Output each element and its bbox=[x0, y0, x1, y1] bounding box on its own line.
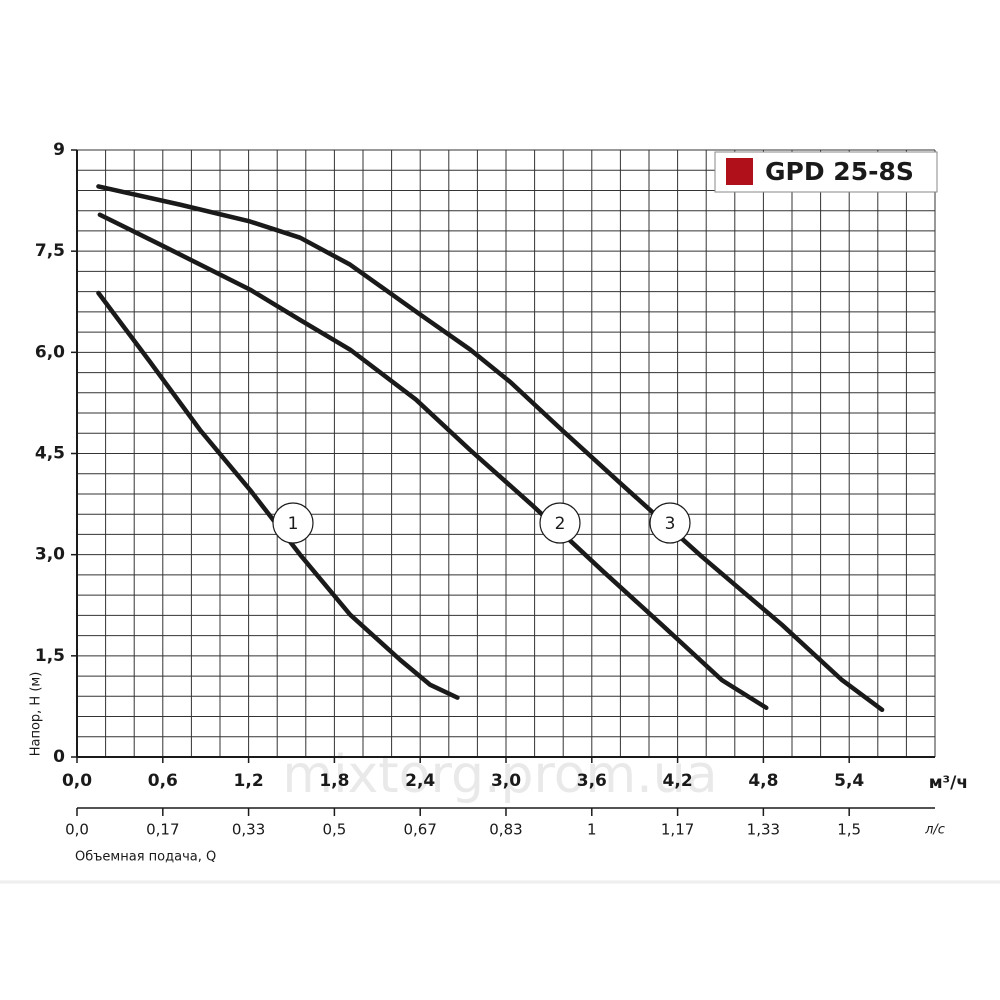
curve-label-circle bbox=[272, 502, 314, 544]
curve-label-circle bbox=[539, 502, 581, 544]
x2-tick-label: 0,0 bbox=[65, 821, 89, 839]
y-tick-label: 3,0 bbox=[35, 545, 65, 565]
y-axis-label: Напор, H (м) bbox=[29, 672, 44, 757]
x-tick-label: 5,4 bbox=[834, 771, 864, 791]
x-tick-label: 3,6 bbox=[577, 771, 607, 791]
x2-tick-label: 1,17 bbox=[661, 821, 694, 839]
y-tick-label: 0 bbox=[53, 747, 65, 767]
x2-unit: л/с bbox=[924, 823, 945, 838]
x-tick-label: 1,8 bbox=[319, 771, 349, 791]
x2-tick-label: 0,83 bbox=[489, 821, 522, 839]
pump-curve bbox=[97, 212, 769, 711]
legend-swatch bbox=[726, 158, 753, 185]
y-tick-label: 4,5 bbox=[35, 444, 65, 464]
y-tick-label: 6,0 bbox=[35, 342, 65, 362]
y-tick-label: 7,5 bbox=[35, 241, 65, 261]
x2-tick-label: 0,67 bbox=[404, 821, 437, 839]
curve-label-circle bbox=[649, 502, 691, 544]
pump-curve bbox=[96, 290, 460, 700]
x-tick-label: 1,2 bbox=[234, 771, 264, 791]
x-axis-label: Объемная подача, Q bbox=[75, 850, 216, 865]
x-unit: м³/ч bbox=[929, 773, 968, 793]
y-tick-label: 1,5 bbox=[35, 646, 65, 666]
curve-label: 1 bbox=[288, 514, 299, 534]
x2-tick-label: 0,5 bbox=[322, 821, 346, 839]
x2-tick-label: 0,17 bbox=[146, 821, 179, 839]
x2-tick-label: 0,33 bbox=[232, 821, 265, 839]
watermark: mixtorg.prom.ua bbox=[282, 745, 717, 805]
x2-tick-label: 1,5 bbox=[837, 821, 861, 839]
curve-label: 2 bbox=[555, 514, 566, 534]
x-tick-label: 4,2 bbox=[663, 771, 693, 791]
x-tick-label: 0,0 bbox=[62, 771, 92, 791]
x-tick-label: 3,0 bbox=[491, 771, 521, 791]
pump-curve bbox=[96, 184, 885, 713]
x-tick-label: 2,4 bbox=[405, 771, 435, 791]
x-tick-label: 4,8 bbox=[748, 771, 778, 791]
x2-tick-label: 1,33 bbox=[747, 821, 780, 839]
curve-label: 3 bbox=[665, 514, 676, 534]
y-tick-label: 9 bbox=[53, 140, 65, 160]
x2-tick-label: 1 bbox=[587, 821, 597, 839]
x-tick-label: 0,6 bbox=[148, 771, 178, 791]
legend-label: GPD 25-8S bbox=[765, 157, 914, 186]
